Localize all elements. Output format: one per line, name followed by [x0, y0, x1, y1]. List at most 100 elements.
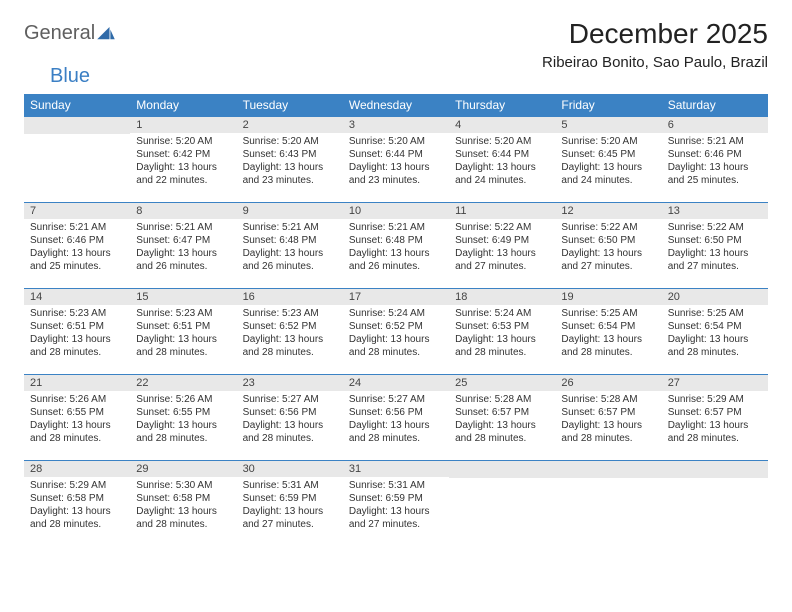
day-number: 19 — [555, 289, 661, 305]
daylight-text: Daylight: 13 hours and 28 minutes. — [455, 333, 549, 359]
daylight-text: Daylight: 13 hours and 28 minutes. — [561, 333, 655, 359]
calendar-cell: 20Sunrise: 5:25 AMSunset: 6:54 PMDayligh… — [662, 289, 768, 375]
sunrise-text: Sunrise: 5:22 AM — [561, 221, 655, 234]
daylight-text: Daylight: 13 hours and 28 minutes. — [668, 333, 762, 359]
calendar-week-row: 14Sunrise: 5:23 AMSunset: 6:51 PMDayligh… — [24, 289, 768, 375]
daylight-text: Daylight: 13 hours and 22 minutes. — [136, 161, 230, 187]
logo-sail-icon — [97, 27, 115, 41]
sunrise-text: Sunrise: 5:23 AM — [136, 307, 230, 320]
daylight-text: Daylight: 13 hours and 28 minutes. — [349, 333, 443, 359]
calendar-cell: 4Sunrise: 5:20 AMSunset: 6:44 PMDaylight… — [449, 117, 555, 203]
day-number: 7 — [24, 203, 130, 219]
day-details: Sunrise: 5:28 AMSunset: 6:57 PMDaylight:… — [555, 391, 661, 449]
day-details: Sunrise: 5:30 AMSunset: 6:58 PMDaylight:… — [130, 477, 236, 535]
sunrise-text: Sunrise: 5:21 AM — [30, 221, 124, 234]
sunrise-text: Sunrise: 5:21 AM — [243, 221, 337, 234]
calendar-cell: 9Sunrise: 5:21 AMSunset: 6:48 PMDaylight… — [237, 203, 343, 289]
sunset-text: Sunset: 6:58 PM — [136, 492, 230, 505]
sunset-text: Sunset: 6:51 PM — [136, 320, 230, 333]
calendar-cell: 25Sunrise: 5:28 AMSunset: 6:57 PMDayligh… — [449, 375, 555, 461]
weekday-header: Tuesday — [237, 94, 343, 117]
calendar-week-row: 1Sunrise: 5:20 AMSunset: 6:42 PMDaylight… — [24, 117, 768, 203]
calendar-cell: 1Sunrise: 5:20 AMSunset: 6:42 PMDaylight… — [130, 117, 236, 203]
logo-word-1: General — [24, 22, 95, 45]
sunset-text: Sunset: 6:42 PM — [136, 148, 230, 161]
day-details: Sunrise: 5:24 AMSunset: 6:53 PMDaylight:… — [449, 305, 555, 363]
daylight-text: Daylight: 13 hours and 27 minutes. — [455, 247, 549, 273]
sunset-text: Sunset: 6:46 PM — [668, 148, 762, 161]
day-number: 18 — [449, 289, 555, 305]
daylight-text: Daylight: 13 hours and 24 minutes. — [561, 161, 655, 187]
calendar-cell: 3Sunrise: 5:20 AMSunset: 6:44 PMDaylight… — [343, 117, 449, 203]
weekday-header: Saturday — [662, 94, 768, 117]
daylight-text: Daylight: 13 hours and 26 minutes. — [136, 247, 230, 273]
daylight-text: Daylight: 13 hours and 25 minutes. — [30, 247, 124, 273]
sunrise-text: Sunrise: 5:31 AM — [243, 479, 337, 492]
sunrise-text: Sunrise: 5:29 AM — [30, 479, 124, 492]
sunrise-text: Sunrise: 5:20 AM — [136, 135, 230, 148]
calendar-cell: 13Sunrise: 5:22 AMSunset: 6:50 PMDayligh… — [662, 203, 768, 289]
day-number: 26 — [555, 375, 661, 391]
sunset-text: Sunset: 6:55 PM — [30, 406, 124, 419]
sunset-text: Sunset: 6:54 PM — [561, 320, 655, 333]
day-details: Sunrise: 5:20 AMSunset: 6:44 PMDaylight:… — [343, 133, 449, 191]
sunrise-text: Sunrise: 5:20 AM — [455, 135, 549, 148]
daylight-text: Daylight: 13 hours and 28 minutes. — [136, 419, 230, 445]
sunrise-text: Sunrise: 5:27 AM — [349, 393, 443, 406]
sunset-text: Sunset: 6:44 PM — [455, 148, 549, 161]
calendar-cell: 6Sunrise: 5:21 AMSunset: 6:46 PMDaylight… — [662, 117, 768, 203]
weekday-header-row: Sunday Monday Tuesday Wednesday Thursday… — [24, 94, 768, 117]
location: Ribeirao Bonito, Sao Paulo, Brazil — [542, 54, 768, 71]
daylight-text: Daylight: 13 hours and 27 minutes. — [561, 247, 655, 273]
sunrise-text: Sunrise: 5:24 AM — [349, 307, 443, 320]
sunset-text: Sunset: 6:54 PM — [668, 320, 762, 333]
sunrise-text: Sunrise: 5:28 AM — [561, 393, 655, 406]
sunset-text: Sunset: 6:53 PM — [455, 320, 549, 333]
calendar-cell: 18Sunrise: 5:24 AMSunset: 6:53 PMDayligh… — [449, 289, 555, 375]
sunset-text: Sunset: 6:52 PM — [349, 320, 443, 333]
calendar-cell: 30Sunrise: 5:31 AMSunset: 6:59 PMDayligh… — [237, 461, 343, 547]
sunset-text: Sunset: 6:56 PM — [243, 406, 337, 419]
day-details: Sunrise: 5:25 AMSunset: 6:54 PMDaylight:… — [662, 305, 768, 363]
sunset-text: Sunset: 6:44 PM — [349, 148, 443, 161]
weekday-header: Wednesday — [343, 94, 449, 117]
daylight-text: Daylight: 13 hours and 28 minutes. — [668, 419, 762, 445]
sunset-text: Sunset: 6:51 PM — [30, 320, 124, 333]
calendar-cell: 19Sunrise: 5:25 AMSunset: 6:54 PMDayligh… — [555, 289, 661, 375]
day-details: Sunrise: 5:22 AMSunset: 6:50 PMDaylight:… — [555, 219, 661, 277]
daylight-text: Daylight: 13 hours and 28 minutes. — [561, 419, 655, 445]
day-number: 11 — [449, 203, 555, 219]
calendar-cell — [555, 461, 661, 547]
sunset-text: Sunset: 6:59 PM — [349, 492, 443, 505]
sunrise-text: Sunrise: 5:21 AM — [136, 221, 230, 234]
day-details: Sunrise: 5:28 AMSunset: 6:57 PMDaylight:… — [449, 391, 555, 449]
empty-day — [662, 461, 768, 478]
sunrise-text: Sunrise: 5:22 AM — [668, 221, 762, 234]
sunrise-text: Sunrise: 5:24 AM — [455, 307, 549, 320]
calendar-cell: 10Sunrise: 5:21 AMSunset: 6:48 PMDayligh… — [343, 203, 449, 289]
daylight-text: Daylight: 13 hours and 28 minutes. — [30, 505, 124, 531]
day-number: 14 — [24, 289, 130, 305]
day-details: Sunrise: 5:29 AMSunset: 6:58 PMDaylight:… — [24, 477, 130, 535]
empty-day — [449, 461, 555, 478]
sunrise-text: Sunrise: 5:30 AM — [136, 479, 230, 492]
calendar-cell: 16Sunrise: 5:23 AMSunset: 6:52 PMDayligh… — [237, 289, 343, 375]
day-details: Sunrise: 5:21 AMSunset: 6:48 PMDaylight:… — [237, 219, 343, 277]
day-details: Sunrise: 5:20 AMSunset: 6:42 PMDaylight:… — [130, 133, 236, 191]
daylight-text: Daylight: 13 hours and 28 minutes. — [243, 333, 337, 359]
calendar-cell: 27Sunrise: 5:29 AMSunset: 6:57 PMDayligh… — [662, 375, 768, 461]
day-number: 29 — [130, 461, 236, 477]
day-details: Sunrise: 5:23 AMSunset: 6:52 PMDaylight:… — [237, 305, 343, 363]
sunset-text: Sunset: 6:57 PM — [668, 406, 762, 419]
day-number: 30 — [237, 461, 343, 477]
day-number: 24 — [343, 375, 449, 391]
calendar-cell: 7Sunrise: 5:21 AMSunset: 6:46 PMDaylight… — [24, 203, 130, 289]
daylight-text: Daylight: 13 hours and 24 minutes. — [455, 161, 549, 187]
day-number: 16 — [237, 289, 343, 305]
sunset-text: Sunset: 6:50 PM — [561, 234, 655, 247]
weekday-header: Sunday — [24, 94, 130, 117]
daylight-text: Daylight: 13 hours and 28 minutes. — [243, 419, 337, 445]
sunrise-text: Sunrise: 5:20 AM — [243, 135, 337, 148]
calendar-cell: 22Sunrise: 5:26 AMSunset: 6:55 PMDayligh… — [130, 375, 236, 461]
sunset-text: Sunset: 6:55 PM — [136, 406, 230, 419]
